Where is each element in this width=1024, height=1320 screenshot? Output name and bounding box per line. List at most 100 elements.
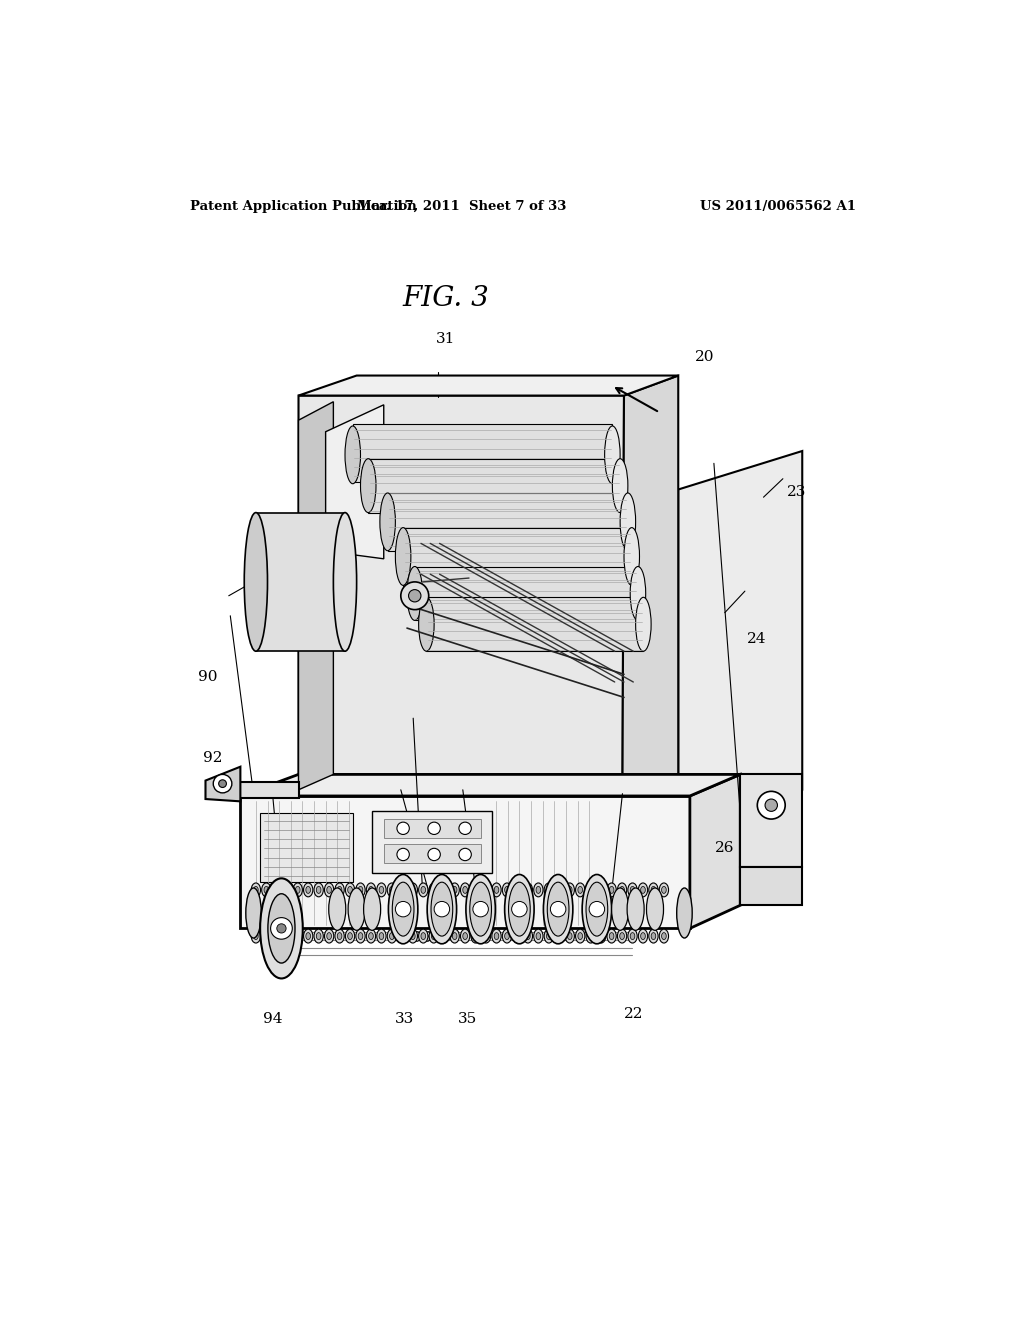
Ellipse shape	[463, 933, 467, 940]
Ellipse shape	[293, 883, 302, 896]
Ellipse shape	[503, 883, 512, 896]
Ellipse shape	[463, 887, 467, 894]
Ellipse shape	[628, 929, 637, 942]
Ellipse shape	[389, 933, 394, 940]
Ellipse shape	[251, 883, 260, 896]
Ellipse shape	[544, 874, 572, 944]
Ellipse shape	[442, 887, 446, 894]
Ellipse shape	[604, 426, 621, 483]
Ellipse shape	[578, 887, 583, 894]
Ellipse shape	[589, 887, 593, 894]
Ellipse shape	[515, 933, 520, 940]
Ellipse shape	[439, 883, 449, 896]
Text: 35: 35	[458, 1012, 477, 1026]
Bar	[740, 867, 802, 906]
Text: 20: 20	[695, 350, 715, 363]
Ellipse shape	[609, 933, 614, 940]
Ellipse shape	[662, 933, 667, 940]
Ellipse shape	[283, 929, 292, 942]
Ellipse shape	[409, 929, 418, 942]
Ellipse shape	[345, 883, 354, 896]
Ellipse shape	[367, 929, 376, 942]
Bar	[740, 775, 802, 867]
Ellipse shape	[617, 929, 627, 942]
Ellipse shape	[638, 929, 647, 942]
Ellipse shape	[620, 887, 625, 894]
Ellipse shape	[262, 883, 271, 896]
Ellipse shape	[387, 929, 396, 942]
Ellipse shape	[348, 933, 352, 940]
Polygon shape	[299, 401, 334, 789]
Ellipse shape	[575, 929, 585, 942]
Ellipse shape	[283, 883, 292, 896]
Circle shape	[758, 792, 785, 818]
Ellipse shape	[306, 933, 310, 940]
Ellipse shape	[295, 933, 300, 940]
Ellipse shape	[565, 929, 574, 942]
Ellipse shape	[345, 929, 354, 942]
Ellipse shape	[609, 887, 614, 894]
Ellipse shape	[659, 929, 669, 942]
Ellipse shape	[483, 887, 488, 894]
Ellipse shape	[586, 882, 607, 936]
Ellipse shape	[509, 882, 530, 936]
Polygon shape	[690, 775, 740, 928]
Ellipse shape	[325, 883, 334, 896]
Ellipse shape	[369, 933, 374, 940]
Ellipse shape	[586, 883, 595, 896]
Ellipse shape	[388, 874, 418, 944]
Ellipse shape	[285, 933, 290, 940]
Ellipse shape	[651, 933, 655, 940]
Ellipse shape	[515, 887, 520, 894]
Ellipse shape	[621, 492, 636, 550]
Ellipse shape	[262, 929, 271, 942]
Polygon shape	[403, 528, 632, 586]
Ellipse shape	[589, 933, 593, 940]
Ellipse shape	[641, 933, 645, 940]
Ellipse shape	[272, 929, 282, 942]
Polygon shape	[241, 796, 690, 928]
Circle shape	[765, 799, 777, 812]
Ellipse shape	[536, 887, 541, 894]
Ellipse shape	[421, 933, 426, 940]
Ellipse shape	[303, 929, 313, 942]
Ellipse shape	[557, 887, 561, 894]
Polygon shape	[326, 405, 384, 558]
Ellipse shape	[607, 883, 616, 896]
Ellipse shape	[578, 933, 583, 940]
Ellipse shape	[565, 883, 574, 896]
Ellipse shape	[481, 883, 490, 896]
Circle shape	[473, 902, 488, 917]
Ellipse shape	[356, 929, 366, 942]
Polygon shape	[299, 376, 678, 396]
Text: 31: 31	[436, 333, 455, 346]
Ellipse shape	[453, 887, 457, 894]
Ellipse shape	[427, 874, 457, 944]
Ellipse shape	[251, 929, 260, 942]
Ellipse shape	[268, 894, 295, 964]
Text: 23: 23	[786, 484, 806, 499]
Circle shape	[589, 902, 604, 917]
Ellipse shape	[641, 887, 645, 894]
Ellipse shape	[466, 874, 496, 944]
Polygon shape	[256, 512, 345, 651]
Ellipse shape	[525, 933, 530, 940]
Ellipse shape	[575, 883, 585, 896]
Ellipse shape	[495, 933, 499, 940]
Bar	[384, 818, 480, 838]
Bar	[372, 812, 493, 873]
Text: 94: 94	[263, 1012, 283, 1026]
Ellipse shape	[473, 887, 478, 894]
Ellipse shape	[662, 887, 667, 894]
Polygon shape	[352, 424, 612, 482]
Ellipse shape	[612, 459, 628, 512]
Ellipse shape	[329, 888, 346, 931]
Ellipse shape	[254, 887, 258, 894]
Ellipse shape	[334, 512, 356, 651]
Ellipse shape	[503, 929, 512, 942]
Ellipse shape	[327, 887, 332, 894]
Ellipse shape	[348, 888, 366, 931]
Ellipse shape	[534, 883, 543, 896]
Bar	[384, 843, 480, 863]
Ellipse shape	[306, 887, 310, 894]
